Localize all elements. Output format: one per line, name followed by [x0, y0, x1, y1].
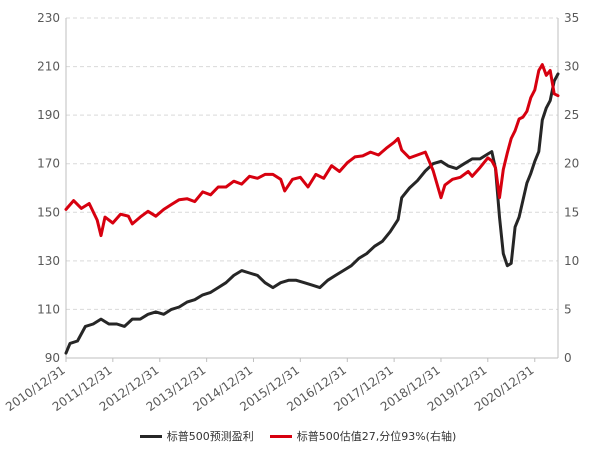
y-right-tick-label: 25 [564, 108, 579, 122]
y-left-tick-label: 170 [37, 157, 60, 171]
y-right-tick-label: 30 [564, 60, 579, 74]
legend-swatch-valuation [269, 434, 292, 438]
legend-item-valuation: 标普500估值27,分位93%(右轴) [269, 428, 457, 444]
legend-item-earnings: 标普500预测盈利 [139, 428, 254, 444]
legend-swatch-earnings [139, 434, 162, 438]
y-right-tick-label: 20 [564, 157, 579, 171]
y-left-tick-label: 190 [37, 108, 60, 122]
legend-label-valuation: 标普500估值27,分位93%(右轴) [296, 430, 457, 443]
y-right-tick-label: 15 [564, 205, 579, 219]
series-line-valuation [64, 63, 560, 238]
y-right-tick-label: 10 [564, 254, 579, 268]
y-right-tick-label: 35 [564, 11, 579, 25]
legend: 标普500预测盈利 标普500估值27,分位93%(右轴) [0, 428, 596, 444]
y-right-tick-label: 0 [564, 351, 572, 365]
y-right-tick-label: 5 [564, 302, 572, 316]
y-left-tick-label: 210 [37, 60, 60, 74]
y-left-tick-label: 90 [45, 351, 60, 365]
series-line-earnings [64, 72, 560, 355]
y-left-tick-label: 130 [37, 254, 60, 268]
legend-label-earnings: 标普500预测盈利 [166, 430, 254, 443]
y-left-tick-label: 110 [37, 302, 60, 316]
y-left-tick-label: 150 [37, 205, 60, 219]
y-left-tick-label: 230 [37, 11, 60, 25]
